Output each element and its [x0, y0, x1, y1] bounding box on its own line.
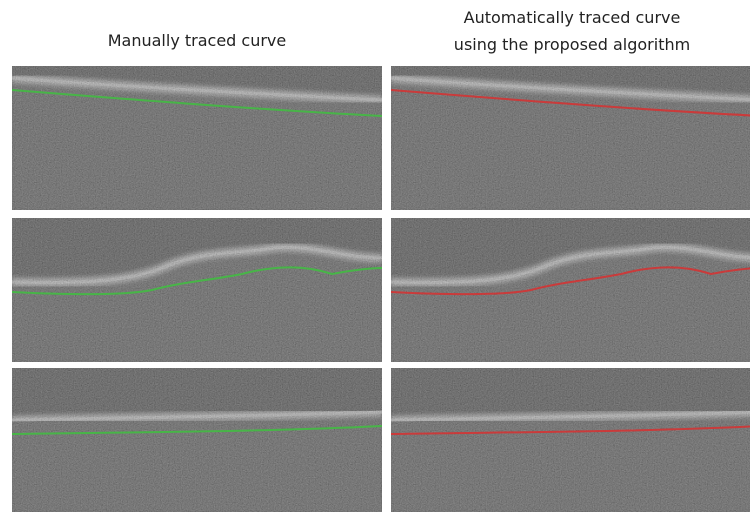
speckle	[391, 368, 750, 512]
traced-curve	[12, 89, 382, 117]
title-line: using the proposed algorithm	[453, 35, 691, 54]
scan-image	[12, 368, 382, 512]
speckle	[391, 66, 750, 210]
column-title: Automatically traced curve using the pro…	[391, 4, 750, 58]
column-title: Manually traced curve	[12, 27, 382, 54]
speckle	[12, 218, 382, 362]
scan-image	[391, 368, 750, 512]
scan-image	[391, 218, 750, 362]
traced-curve	[12, 425, 382, 435]
title-line: Manually traced curve	[107, 31, 287, 50]
speckle	[12, 368, 382, 512]
scan-image	[12, 218, 382, 362]
speckle	[391, 218, 750, 362]
scan-image	[391, 66, 750, 210]
traced-curve	[12, 266, 382, 296]
speckle	[12, 66, 382, 210]
title-line: Automatically traced curve	[463, 8, 681, 27]
traced-curve	[391, 425, 750, 435]
traced-curve	[391, 89, 750, 117]
scan-image	[12, 66, 382, 210]
traced-curve	[391, 266, 750, 296]
